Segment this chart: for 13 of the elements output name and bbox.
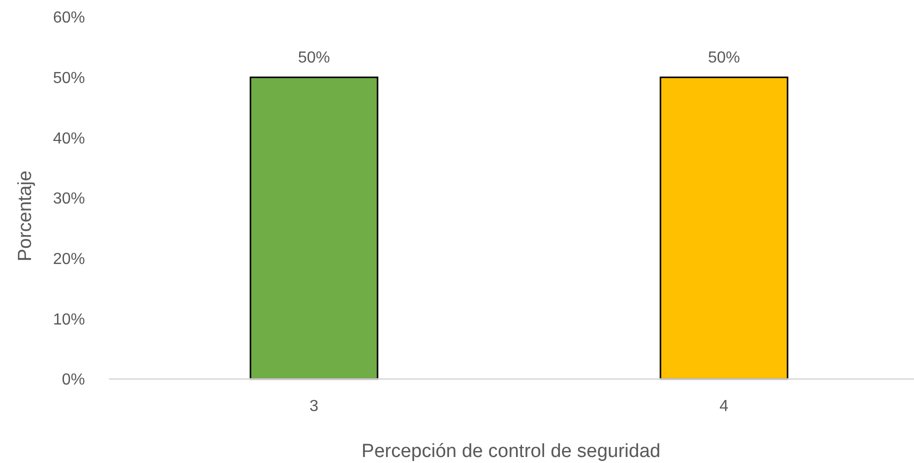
data-label: 50%	[298, 49, 330, 66]
data-label: 50%	[708, 49, 740, 66]
y-axis-title: Porcentaje	[15, 170, 36, 262]
y-tick-label: 20%	[52, 250, 85, 268]
x-axis-title: Percepción de control de seguridad	[362, 441, 660, 462]
y-tick-label: 10%	[52, 311, 85, 328]
x-tick-label: 4	[720, 398, 729, 415]
y-tick-label: 60%	[52, 10, 85, 27]
y-tick-label: 50%	[52, 70, 85, 87]
y-tick-label: 0%	[62, 372, 85, 389]
y-tick-label: 40%	[52, 130, 85, 148]
y-tick-label: 30%	[52, 190, 85, 208]
x-tick-label: 3	[310, 398, 319, 415]
